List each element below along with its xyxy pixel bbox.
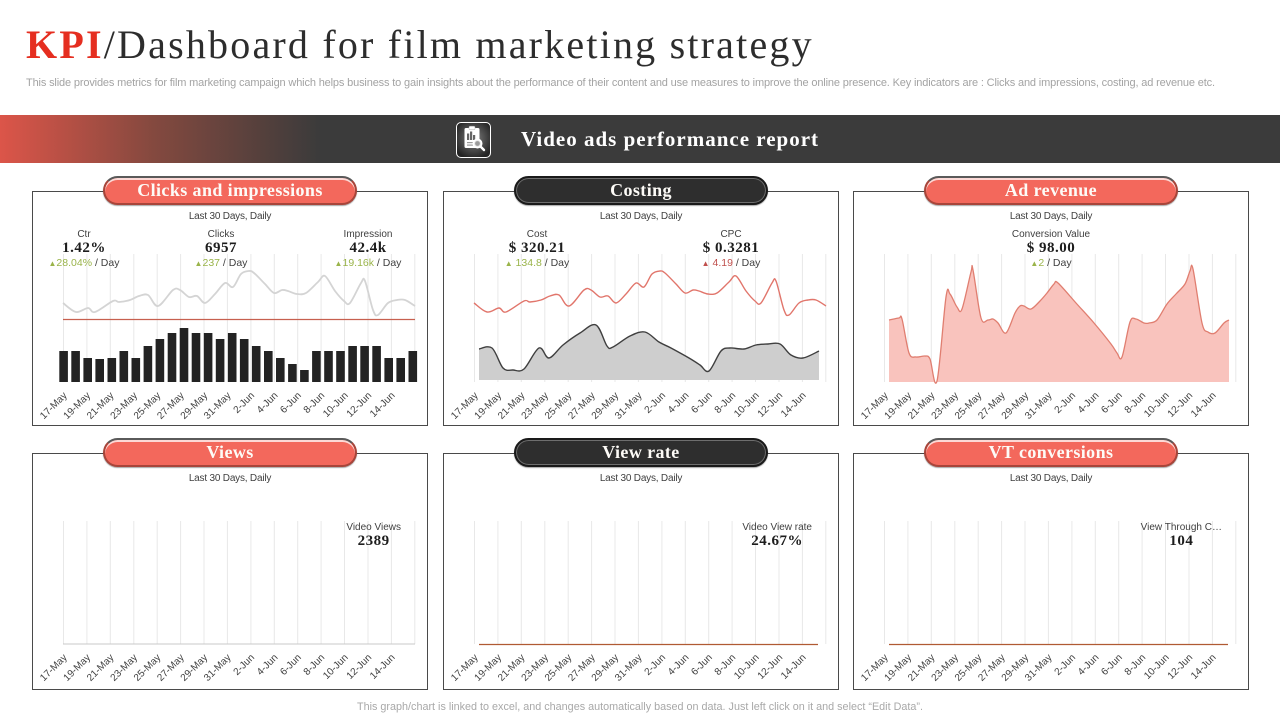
svg-text:2-Jun: 2-Jun <box>1053 652 1078 677</box>
svg-text:2-Jun: 2-Jun <box>232 390 257 415</box>
svg-text:14-Jun: 14-Jun <box>368 652 397 681</box>
svg-text:2-Jun: 2-Jun <box>232 652 257 677</box>
svg-text:2-Jun: 2-Jun <box>643 390 668 415</box>
svg-text:6-Jun: 6-Jun <box>278 652 303 677</box>
svg-text:6-Jun: 6-Jun <box>689 652 714 677</box>
svg-text:12-Jun: 12-Jun <box>756 390 785 419</box>
svg-text:10-Jun: 10-Jun <box>321 652 350 681</box>
svg-text:12-Jun: 12-Jun <box>345 652 374 681</box>
svg-text:6-Jun: 6-Jun <box>1099 652 1124 677</box>
svg-text:2-Jun: 2-Jun <box>1053 390 1078 415</box>
svg-text:12-Jun: 12-Jun <box>756 652 785 681</box>
svg-text:6-Jun: 6-Jun <box>689 390 714 415</box>
svg-text:14-Jun: 14-Jun <box>779 390 808 419</box>
svg-text:12-Jun: 12-Jun <box>345 390 374 419</box>
svg-text:14-Jun: 14-Jun <box>1189 390 1218 419</box>
svg-text:10-Jun: 10-Jun <box>321 390 350 419</box>
svg-text:10-Jun: 10-Jun <box>1142 390 1171 419</box>
svg-text:2-Jun: 2-Jun <box>643 652 668 677</box>
svg-text:4-Jun: 4-Jun <box>666 652 691 677</box>
svg-text:12-Jun: 12-Jun <box>1166 652 1195 681</box>
svg-text:10-Jun: 10-Jun <box>1142 652 1171 681</box>
svg-text:6-Jun: 6-Jun <box>1099 390 1124 415</box>
svg-text:14-Jun: 14-Jun <box>368 390 397 419</box>
svg-text:12-Jun: 12-Jun <box>1166 390 1195 419</box>
svg-text:4-Jun: 4-Jun <box>1076 652 1101 677</box>
svg-text:10-Jun: 10-Jun <box>732 390 761 419</box>
svg-text:4-Jun: 4-Jun <box>666 390 691 415</box>
svg-text:10-Jun: 10-Jun <box>732 652 761 681</box>
svg-text:14-Jun: 14-Jun <box>779 652 808 681</box>
svg-text:4-Jun: 4-Jun <box>1076 390 1101 415</box>
svg-text:14-Jun: 14-Jun <box>1189 652 1218 681</box>
svg-text:4-Jun: 4-Jun <box>255 390 280 415</box>
svg-text:4-Jun: 4-Jun <box>255 652 280 677</box>
svg-text:6-Jun: 6-Jun <box>278 390 303 415</box>
